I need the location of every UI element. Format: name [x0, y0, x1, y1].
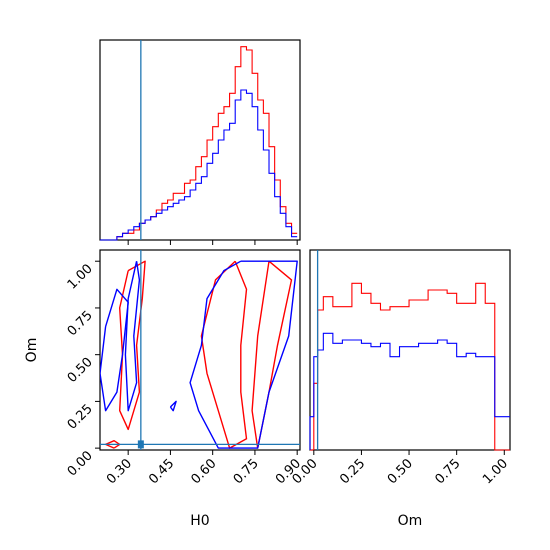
- contour-1-2: [189, 260, 298, 449]
- h0-histogram-frame: [99, 39, 301, 241]
- x-tick-label-h0: 0.60: [188, 456, 219, 487]
- x-tick-label-om: 1.00: [480, 456, 511, 487]
- x-tick-label-h0: 0.75: [231, 456, 262, 487]
- om-histogram-frame: [309, 249, 511, 451]
- contour-0-1: [119, 260, 146, 431]
- x-tick-label-om: 0.25: [337, 456, 368, 487]
- h0-hist-series-0: [100, 46, 298, 241]
- contour-frame: [99, 249, 301, 451]
- x-axis-label-h0: H0: [190, 513, 209, 529]
- contour-1-0: [100, 288, 129, 412]
- y-axis-label-om: Om: [24, 338, 40, 363]
- contour-0-0: [104, 440, 121, 449]
- truth-marker: [137, 440, 144, 449]
- contour-0-3: [251, 260, 293, 449]
- x-tick-label-om: 0.75: [432, 456, 463, 487]
- om-hist-series-0: [310, 282, 510, 451]
- y-tick-label-om: 0.25: [65, 402, 96, 433]
- om-histogram-panel: 0.00 0.25 0.50 0.75 1.00 Om: [290, 249, 511, 529]
- y-tick-label-om: 1.00: [65, 261, 96, 292]
- x-tick-label-h0: 0.30: [104, 456, 135, 487]
- y-tick-label-om: 0.50: [65, 355, 96, 386]
- x-tick-label-om: 0.50: [385, 456, 416, 487]
- contour-1-1: [124, 261, 141, 412]
- contour-0-2: [200, 260, 248, 449]
- y-tick-label-om: 0.75: [65, 308, 96, 339]
- h0-histogram-panel: [99, 39, 301, 245]
- x-tick-label-h0: 0.45: [146, 456, 177, 487]
- x-axis-label-om: Om: [398, 513, 423, 529]
- om-hist-series-1: [309, 332, 510, 450]
- contour-panel: 0.30 0.45 0.60 0.75 0.900.000.250.500.751.00…: [24, 249, 304, 529]
- y-tick-label-om: 0.00: [65, 448, 96, 479]
- contour-1-3: [169, 400, 177, 412]
- h0-hist-series-1: [100, 89, 298, 241]
